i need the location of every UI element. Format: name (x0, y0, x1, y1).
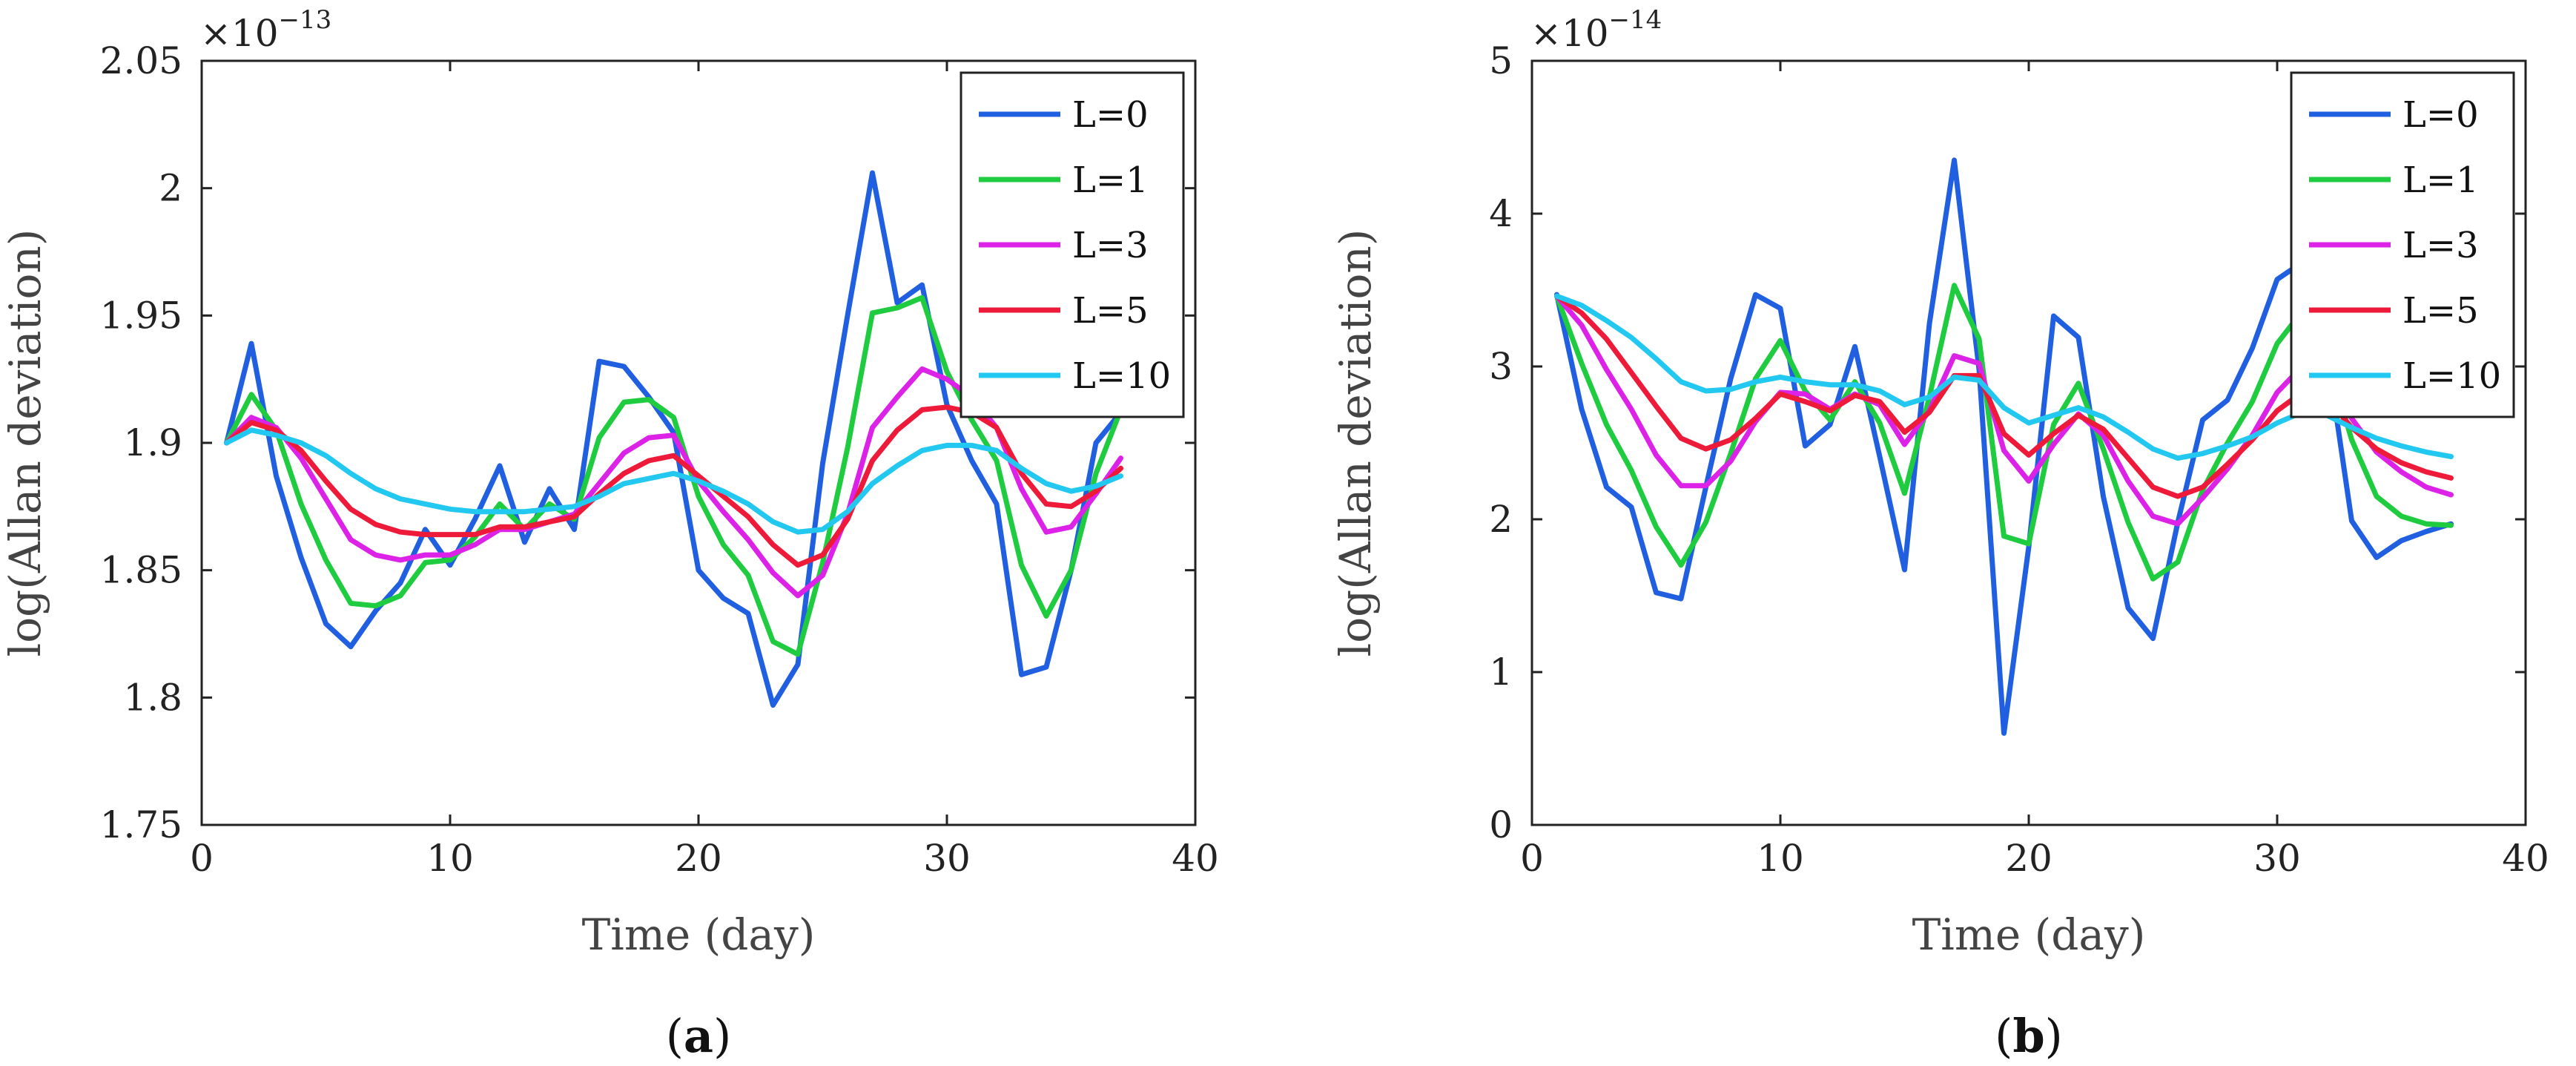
panel-a-x-axis-label: Time (day) (582, 909, 816, 960)
panel-b-y-tick-label: 0 (1489, 803, 1513, 846)
panel-a-x-tick-label: 40 (1172, 837, 1219, 880)
panel-b-y-multiplier-base: ×10 (1530, 12, 1609, 55)
panel-b-legend-label: L=5 (2402, 290, 2479, 332)
panel-a-legend-label: L=5 (1072, 290, 1149, 332)
panel-a-legend-label: L=1 (1072, 159, 1149, 201)
panel-a-y-axis-label: log(Allan deviation) (0, 229, 50, 657)
panel-a-series-l-1 (224, 295, 1123, 657)
panel-b-y-tick-label: 1 (1489, 651, 1513, 694)
panel-b-legend-label: L=0 (2402, 94, 2479, 136)
panel-a-legend-label: L=3 (1072, 225, 1149, 266)
panel-a-y-tick-label: 1.85 (100, 549, 182, 592)
panel-a-y-multiplier-base: ×10 (200, 12, 279, 55)
panel-b-y-multiplier: ×10−14 (1530, 5, 1662, 55)
panel-a-label: (a) (666, 1009, 732, 1063)
panel-a-y-tick-label: 2 (159, 167, 182, 210)
panel-b-y-tick-label: 3 (1489, 345, 1513, 388)
panel-b-x-tick-label: 40 (2502, 837, 2549, 880)
panel-a-letter: a (684, 1009, 713, 1063)
panel-b-x-tick-label: 0 (1520, 837, 1544, 880)
panel-b-x-tick-label: 10 (1757, 837, 1804, 880)
panel-b-legend-label: L=3 (2402, 225, 2479, 266)
panel-a-series (224, 170, 1123, 708)
panel-b-letter: b (2012, 1009, 2044, 1063)
panel-a-x-tick-label: 20 (675, 837, 722, 880)
panel-a-legend-label: L=10 (1072, 355, 1171, 397)
panel-a-y-tick-label: 1.95 (100, 294, 182, 337)
panel-a-legend-label: L=0 (1072, 94, 1149, 136)
panel-b-legend-label: L=10 (2402, 355, 2501, 397)
panel-a-x-tick-label: 10 (426, 837, 474, 880)
panel-a-y-tick-label: 2.05 (100, 39, 182, 82)
panel-b-x-tick-label: 20 (2005, 837, 2052, 880)
panel-a-y-multiplier-exponent: −13 (279, 5, 332, 35)
panel-b-ticks: 0 10 20 30 40 0 1 2 3 4 5 (1489, 39, 2549, 880)
panel-b-x-axis-label: Time (day) (1912, 909, 2146, 960)
panel-b-x-tick-label: 30 (2253, 837, 2301, 880)
panel-a-y-tick-label: 1.9 (123, 421, 182, 464)
panel-a-series-l-10 (224, 427, 1123, 535)
panel-b-y-tick-label: 2 (1489, 498, 1513, 541)
panel-b-y-tick-label: 5 (1489, 39, 1513, 82)
panel-b-legend: L=0 L=1 L=3 L=5 L=10 (2290, 71, 2515, 418)
panel-b-chart: 0 10 20 30 40 0 1 2 3 4 5 L=0 L=1 L=3 L=5 L=10 Time (d… (1330, 5, 2549, 1063)
panel-a-legend: L=0 L=1 L=3 L=5 L=10 (960, 71, 1185, 418)
panel-a-y-tick-label: 1.8 (123, 676, 182, 719)
panel-a-ticks: 0 10 20 30 40 1.75 1.8 1.85 1.9 1.95 2 2.05 (100, 39, 1219, 880)
panel-a-x-tick-label: 0 (190, 837, 214, 880)
panel-b-y-tick-label: 4 (1489, 192, 1513, 235)
panel-b-y-multiplier-exponent: −14 (1609, 5, 1662, 35)
panel-b-legend-label: L=1 (2402, 159, 2479, 201)
panel-a-y-multiplier: ×10−13 (200, 5, 331, 55)
panel-b-y-axis-label: log(Allan deviation) (1330, 229, 1381, 657)
panel-a-x-tick-label: 30 (923, 837, 971, 880)
panel-a-y-tick-label: 1.75 (100, 803, 182, 846)
panel-b-label: (b) (1995, 1009, 2063, 1063)
